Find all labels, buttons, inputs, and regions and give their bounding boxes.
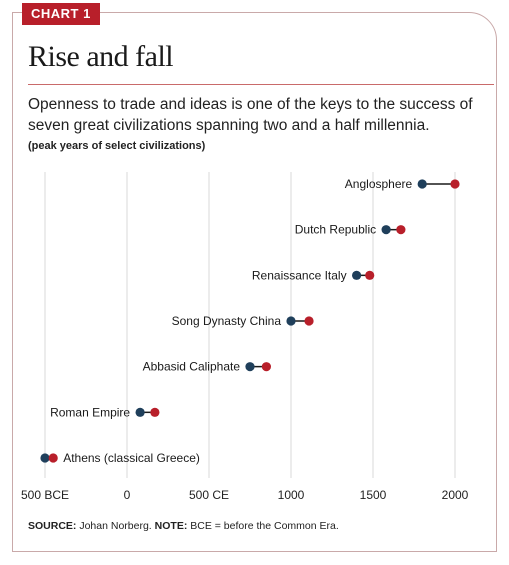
source-line: SOURCE: Johan Norberg. NOTE: BCE = befor…	[28, 520, 339, 532]
row-label: Renaissance Italy	[252, 268, 347, 282]
start-point	[40, 453, 50, 463]
x-tick-label: 500 BCE	[21, 488, 69, 502]
title-rule	[28, 84, 494, 85]
chart-note: (peak years of select civilizations)	[28, 140, 206, 152]
x-tick-label: 500 CE	[189, 488, 229, 502]
row-label: Anglosphere	[345, 177, 413, 191]
row-label: Athens (classical Greece)	[63, 451, 200, 465]
start-point	[135, 407, 145, 417]
end-point	[365, 270, 375, 280]
source-text: Johan Norberg.	[79, 520, 152, 532]
end-point	[450, 179, 460, 189]
source-label: SOURCE:	[28, 520, 77, 532]
x-tick-label: 0	[124, 488, 131, 502]
start-point	[286, 316, 296, 326]
start-point	[352, 270, 362, 280]
note-text: BCE = before the Common Era.	[190, 520, 339, 532]
end-point	[396, 225, 406, 235]
row-label: Dutch Republic	[295, 223, 376, 237]
note-label: NOTE:	[154, 520, 188, 532]
chart-title: Rise and fall	[28, 40, 174, 73]
chart-badge: CHART 1	[22, 3, 100, 25]
start-point	[417, 179, 427, 189]
start-point	[381, 225, 391, 235]
row-label: Abbasid Caliphate	[143, 360, 241, 374]
x-tick-label: 1500	[360, 488, 387, 502]
row-label: Song Dynasty China	[172, 314, 282, 328]
end-point	[48, 453, 58, 463]
chart-subtitle: Openness to trade and ideas is one of th…	[28, 96, 473, 134]
chart-frame	[12, 12, 497, 552]
row-label: Roman Empire	[50, 405, 130, 419]
x-tick-label: 2000	[442, 488, 469, 502]
end-point	[261, 362, 271, 372]
end-point	[304, 316, 314, 326]
x-tick-label: 1000	[278, 488, 305, 502]
start-point	[245, 362, 255, 372]
end-point	[150, 407, 160, 417]
